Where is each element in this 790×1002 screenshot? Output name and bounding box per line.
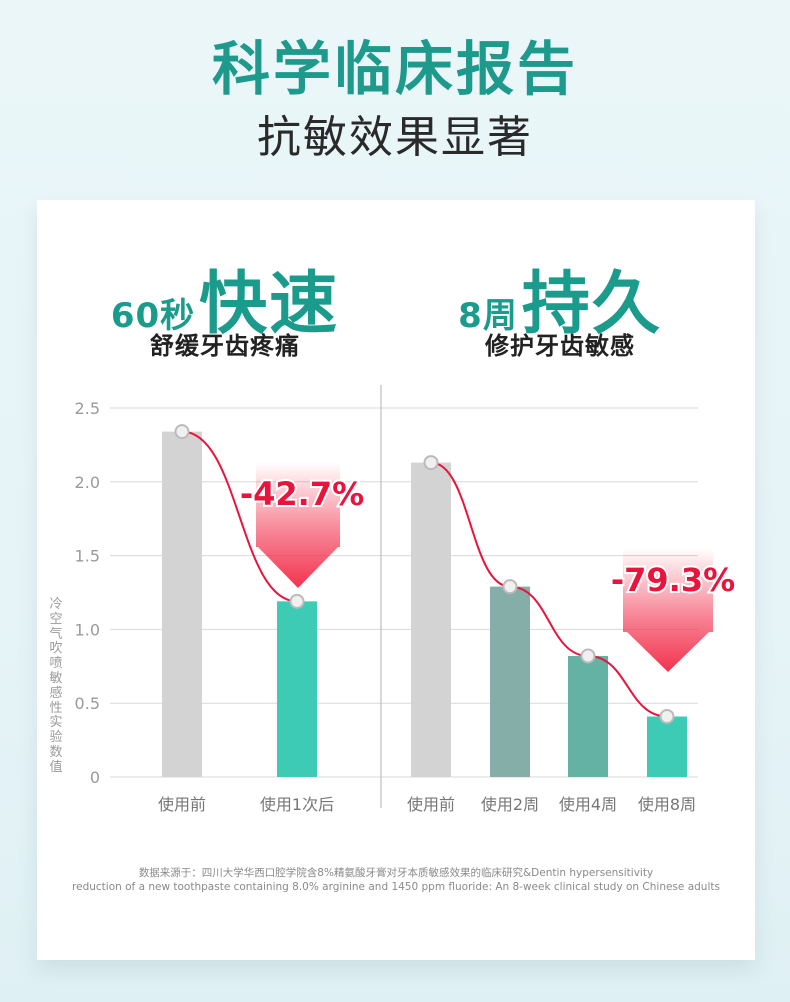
- source-note-line-1: 数据来源于：四川大学华西口腔学院含8%精氨酸牙膏对牙本质敏感效果的临床研究&De…: [138, 867, 654, 879]
- data-point: [659, 708, 675, 724]
- reduction-annotation-right: -79.3%: [611, 561, 735, 599]
- data-point: [580, 648, 596, 664]
- reduction-annotation-left: -42.7%: [240, 475, 364, 513]
- data-point: [502, 579, 518, 595]
- y-tick-label: 2.0: [75, 473, 100, 492]
- left-headline-large: 快速: [199, 265, 340, 344]
- left-caption: 舒缓牙齿疼痛: [150, 332, 300, 360]
- y-axis-label: 冷空气吹喷敏感性实验数值: [49, 597, 63, 775]
- page-title: 科学临床报告: [211, 35, 578, 103]
- left-headline: 60秒 快速: [60, 248, 390, 344]
- x-tick-label: 使用4周: [559, 795, 617, 814]
- y-tick-label: 2.5: [75, 399, 100, 418]
- right-caption: 修护牙齿敏感: [485, 332, 635, 360]
- bar: [647, 716, 687, 777]
- data-point: [174, 424, 190, 440]
- source-note-line-2: reduction of a new toothpaste containing…: [72, 881, 720, 893]
- y-tick-label: 1.5: [75, 547, 100, 566]
- y-tick-label: 0.5: [75, 694, 100, 713]
- left-headline-small: 60秒: [110, 296, 196, 336]
- data-point: [423, 455, 439, 471]
- trend-curve: [181, 430, 298, 603]
- right-headline-small: 8周: [458, 296, 518, 336]
- bar: [568, 655, 608, 777]
- y-tick-label: 1.0: [75, 620, 100, 639]
- reduction-arrow-icon: [256, 462, 340, 588]
- x-tick-label: 使用1次后: [260, 795, 334, 814]
- y-tick-label: 0: [90, 768, 100, 787]
- data-point: [289, 593, 305, 609]
- right-headline-large: 持久: [521, 265, 662, 344]
- bar: [277, 601, 317, 777]
- x-tick-label: 使用前: [158, 795, 206, 814]
- x-tick-label: 使用2周: [481, 795, 539, 814]
- x-tick-label: 使用8周: [638, 795, 696, 814]
- page-subtitle: 抗敏效果显著: [257, 112, 533, 163]
- bar: [162, 431, 202, 777]
- right-headline: 8周 持久: [395, 248, 725, 344]
- x-tick-label: 使用前: [407, 795, 455, 814]
- trend-curve: [430, 461, 668, 718]
- bar: [411, 462, 451, 777]
- bar: [490, 586, 530, 777]
- reduction-arrow-icon: [623, 548, 713, 672]
